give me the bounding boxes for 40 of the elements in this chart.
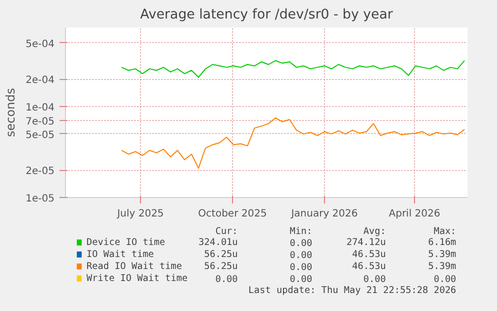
y-tick-label: 1e-04 bbox=[26, 102, 55, 114]
text: 0.00 bbox=[215, 274, 238, 285]
y-tick-label: 5e-04 bbox=[26, 38, 55, 50]
chart-title: Average latency for /dev/sr0 - by year bbox=[140, 8, 394, 22]
text: 6.16m bbox=[428, 237, 457, 248]
y-tick-label: 1e-05 bbox=[26, 194, 55, 204]
y-tick-label: 7e-05 bbox=[26, 116, 55, 128]
legend-label: Read IO Wait time bbox=[86, 261, 182, 272]
x-tick-label: October 2025 bbox=[198, 208, 267, 220]
text: 274.12u bbox=[346, 237, 386, 248]
y-axis-title: seconds bbox=[4, 88, 18, 138]
text: 56.25u bbox=[204, 249, 238, 260]
x-tick-label: January 2026 bbox=[290, 208, 358, 220]
text: Min: bbox=[290, 226, 312, 237]
text: 0.00 bbox=[434, 274, 457, 285]
legend-label: Write IO Wait time bbox=[86, 273, 188, 284]
text: 0.00 bbox=[363, 274, 386, 285]
x-tick-label: April 2026 bbox=[388, 208, 440, 220]
text: 5.39m bbox=[428, 249, 457, 260]
y-tick-label: 5e-05 bbox=[26, 130, 55, 141]
text: Avg: bbox=[363, 226, 386, 237]
text: Last update: Thu May 21 22:55:28 2026 bbox=[248, 285, 457, 296]
text: Max: bbox=[434, 226, 456, 237]
text: 46.53u bbox=[352, 261, 386, 272]
text: 0.00 bbox=[290, 274, 313, 285]
text: 5.39m bbox=[428, 261, 457, 272]
y-tick-label: 2e-04 bbox=[26, 75, 55, 86]
x-tick-label: July 2025 bbox=[116, 208, 164, 220]
text: 56.25u bbox=[204, 261, 238, 272]
line-series bbox=[121, 60, 465, 78]
text: Cur: bbox=[215, 226, 238, 237]
legend-label: Device IO time bbox=[86, 237, 166, 248]
text: 0.00 bbox=[290, 238, 313, 249]
line-series bbox=[121, 117, 465, 169]
text: 324.01u bbox=[198, 237, 238, 248]
legend-label: IO Wait time bbox=[86, 249, 154, 260]
y-tick-label: 2e-05 bbox=[26, 166, 55, 178]
text: 0.00 bbox=[290, 262, 313, 273]
text: 46.53u bbox=[352, 249, 386, 260]
text: 0.00 bbox=[290, 250, 313, 261]
